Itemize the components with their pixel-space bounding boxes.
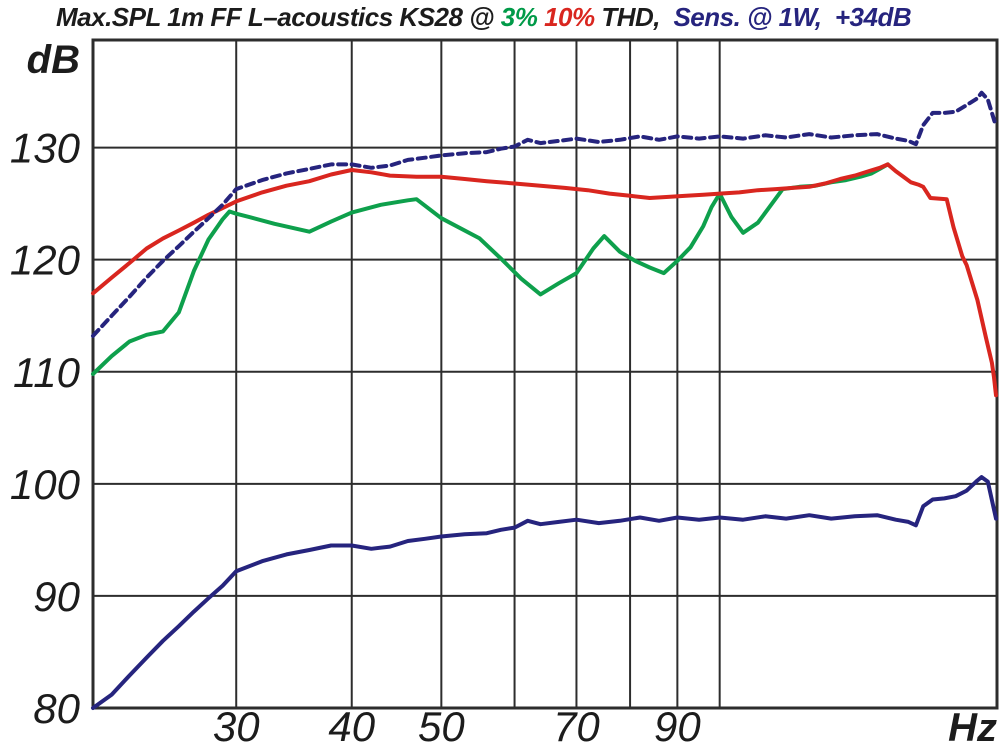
x-axis-unit: Hz bbox=[948, 706, 997, 745]
plot-border bbox=[91, 38, 999, 710]
curve-max-spl-3pct-thd bbox=[91, 162, 890, 376]
title-segment: 10% bbox=[544, 2, 602, 32]
y-tick-label: 80 bbox=[33, 685, 80, 732]
title-segment: 3% bbox=[500, 2, 545, 32]
curve-max-spl-10pct-thd bbox=[91, 162, 998, 398]
x-tick-label: 50 bbox=[418, 703, 465, 745]
x-tick-label: 40 bbox=[328, 703, 375, 745]
axis-labels: 80 90 100 110 120 130 dB 30 40 50 70 90 Hz bbox=[10, 38, 997, 745]
title-segment: Max.SPL 1m FF L–acoustics KS28 @ bbox=[56, 2, 501, 32]
grid-lines bbox=[91, 38, 999, 710]
y-tick-label: 110 bbox=[13, 349, 81, 396]
data-curves bbox=[91, 90, 998, 710]
curve-sensitivity-1w bbox=[91, 475, 998, 710]
y-tick-label: 120 bbox=[10, 237, 81, 284]
curve-sens-1w-plus-34db bbox=[91, 90, 998, 338]
title-segment: THD, bbox=[601, 2, 661, 32]
x-tick-label: 70 bbox=[553, 703, 600, 745]
x-tick-label: 90 bbox=[654, 703, 701, 745]
y-tick-label: 130 bbox=[10, 125, 81, 172]
y-tick-label: 100 bbox=[10, 461, 81, 508]
x-tick-label: 30 bbox=[213, 703, 260, 745]
title-segment: Sens. @ 1W, +34dB bbox=[660, 2, 912, 32]
y-tick-label: 90 bbox=[33, 573, 80, 620]
y-axis-unit: dB bbox=[27, 38, 80, 82]
chart-title: Max.SPL 1m FF L–acoustics KS28 @ 3% 10% … bbox=[56, 0, 912, 34]
